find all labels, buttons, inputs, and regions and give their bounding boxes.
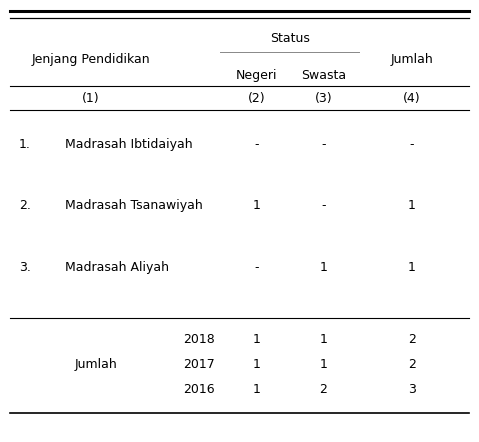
Text: -: - (321, 138, 326, 152)
Text: (3): (3) (315, 92, 332, 105)
Text: Madrasah Tsanawiyah: Madrasah Tsanawiyah (65, 199, 203, 212)
Text: 3.: 3. (19, 261, 31, 274)
Text: 2.: 2. (19, 199, 31, 212)
Text: 3: 3 (408, 383, 416, 396)
Text: 2: 2 (408, 333, 416, 346)
Text: (4): (4) (403, 92, 421, 105)
Text: Status: Status (270, 32, 310, 46)
Text: 2017: 2017 (183, 358, 215, 371)
Text: 1: 1 (252, 383, 260, 396)
Text: 1: 1 (408, 261, 416, 274)
Text: 1: 1 (319, 261, 327, 274)
Text: Swasta: Swasta (301, 69, 346, 82)
Text: 1: 1 (252, 358, 260, 371)
Text: 2018: 2018 (183, 333, 215, 346)
Text: 2: 2 (319, 383, 327, 396)
Text: 1: 1 (319, 333, 327, 346)
Text: -: - (321, 199, 326, 212)
Text: (1): (1) (82, 92, 100, 105)
Text: Jenjang Pendidikan: Jenjang Pendidikan (32, 53, 150, 66)
Text: -: - (410, 138, 414, 152)
Text: 1: 1 (319, 358, 327, 371)
Text: Negeri: Negeri (236, 69, 277, 82)
Text: -: - (254, 138, 259, 152)
Text: 1: 1 (252, 333, 260, 346)
Text: -: - (254, 261, 259, 274)
Text: Madrasah Ibtidaiyah: Madrasah Ibtidaiyah (65, 138, 192, 152)
Text: Madrasah Aliyah: Madrasah Aliyah (65, 261, 169, 274)
Text: 1.: 1. (19, 138, 31, 152)
Text: Jumlah: Jumlah (74, 358, 117, 371)
Text: 1: 1 (408, 199, 416, 212)
Text: 2: 2 (408, 358, 416, 371)
Text: Jumlah: Jumlah (390, 53, 433, 66)
Text: 2016: 2016 (183, 383, 215, 396)
Text: 1: 1 (252, 199, 260, 212)
Text: (2): (2) (248, 92, 265, 105)
